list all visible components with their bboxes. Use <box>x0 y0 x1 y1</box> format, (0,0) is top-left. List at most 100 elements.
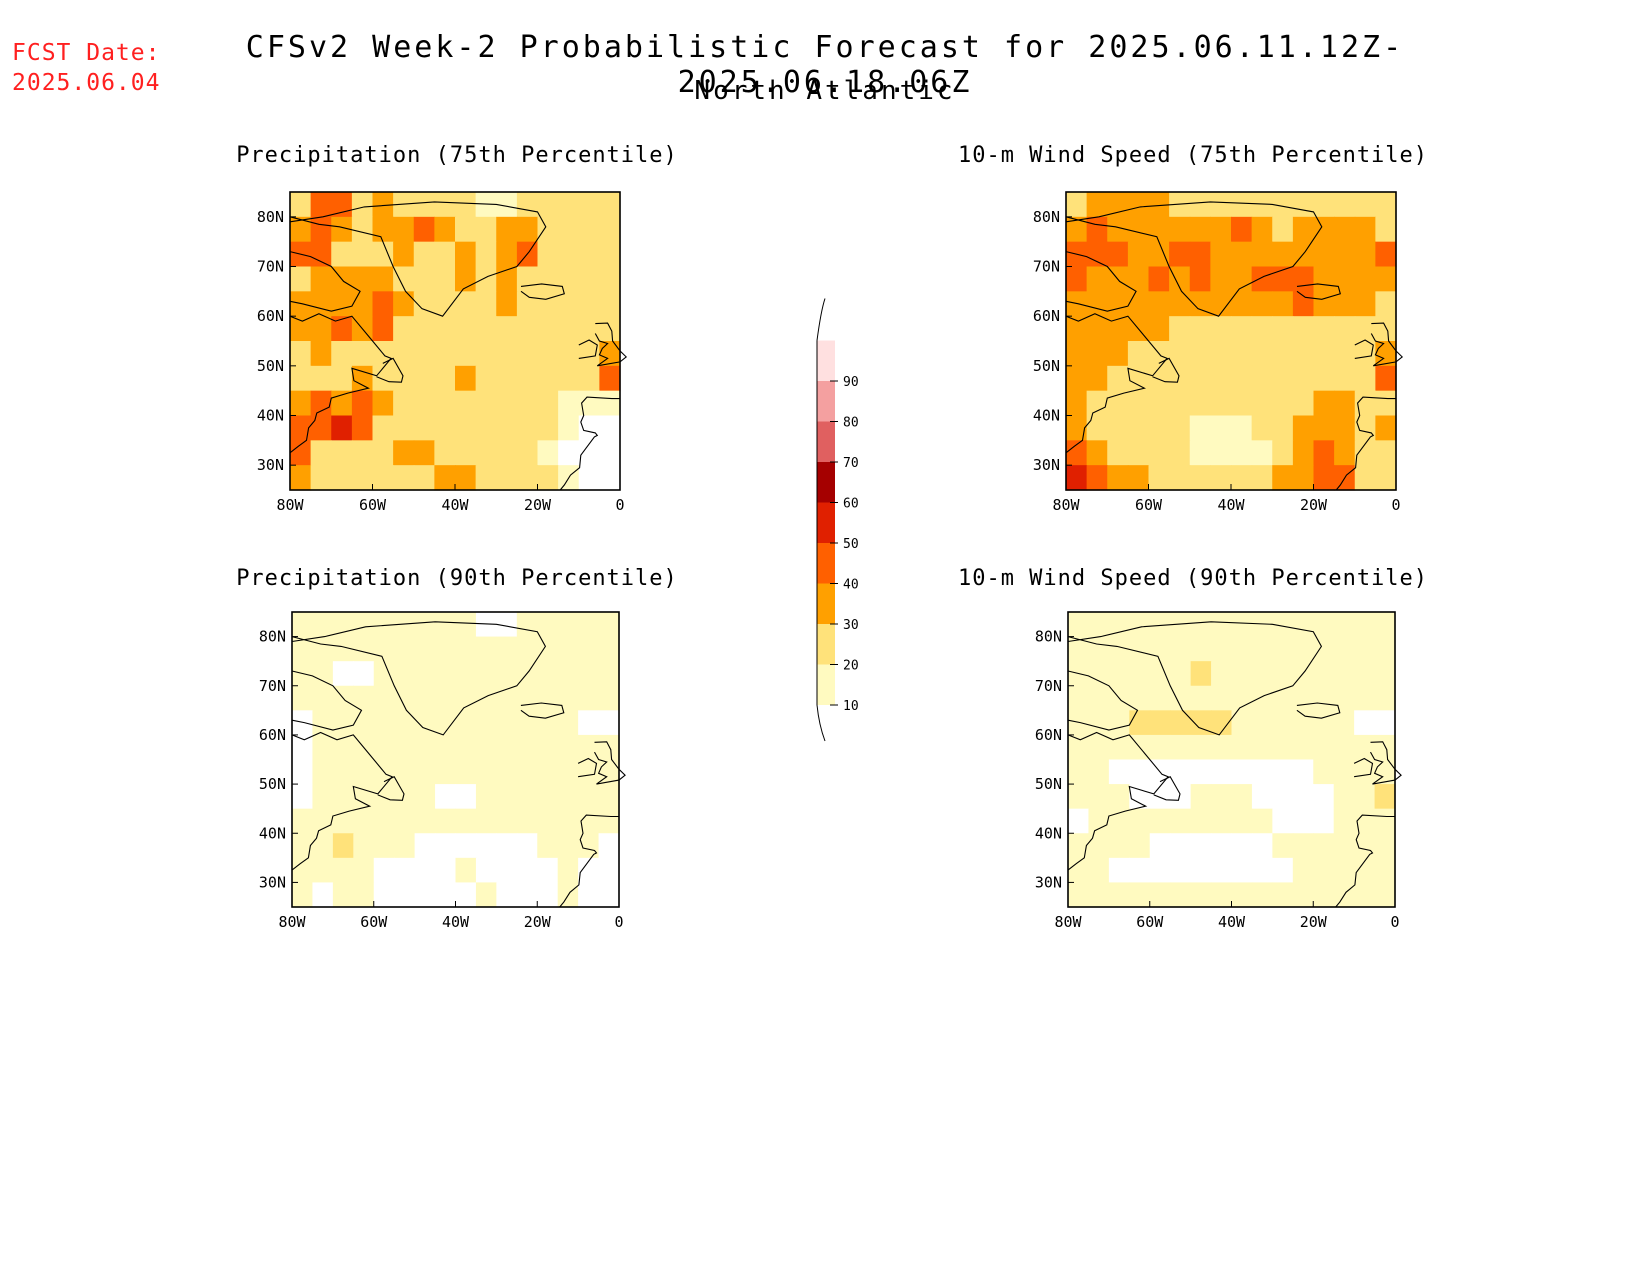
precip75-cell <box>351 415 374 441</box>
precip90-cell <box>598 857 620 884</box>
wind90-cell <box>1190 685 1212 711</box>
wind90-cell <box>1231 636 1253 662</box>
precip90-cell <box>578 710 600 736</box>
wind75-cell <box>1251 241 1273 268</box>
wind75-cell <box>1313 390 1335 417</box>
precip90-cell <box>394 759 416 785</box>
wind90-cell <box>1170 636 1192 662</box>
precip75-coastline <box>289 251 361 312</box>
wind75-cell <box>1086 216 1108 243</box>
wind90-cell <box>1211 734 1233 761</box>
wind75-cell <box>1313 465 1335 491</box>
precip90-lat-label: 30N <box>259 873 286 891</box>
wind90-cell <box>1354 636 1376 662</box>
precip90-cell <box>332 857 354 884</box>
precip75-cell <box>558 291 580 317</box>
precip90-cell <box>332 636 354 662</box>
precip75-cell <box>496 316 518 342</box>
precip75-cell <box>558 266 580 292</box>
wind75-cell <box>1231 241 1253 268</box>
wind75-cell <box>1189 266 1211 292</box>
wind90-cell <box>1170 661 1192 687</box>
wind90-cell <box>1129 882 1151 908</box>
wind75-cell <box>1107 415 1129 441</box>
precip75-cell <box>455 316 477 342</box>
wind90-cell <box>1088 759 1110 785</box>
precip90-cell <box>332 759 354 785</box>
precip75-coastline <box>376 357 404 383</box>
precip75-cell <box>413 465 435 491</box>
precip90-cell <box>414 882 436 908</box>
wind75-cell <box>1375 192 1397 218</box>
wind90-cell <box>1190 661 1212 687</box>
precip90-cell <box>312 882 334 908</box>
wind90-cell <box>1068 759 1090 785</box>
precip90-coastline <box>520 702 565 719</box>
precip75-cell <box>558 341 580 367</box>
wind75-cell <box>1375 440 1397 466</box>
precip75-cell <box>496 241 518 268</box>
wind75-cell <box>1292 266 1315 292</box>
precip90-cell <box>516 857 538 884</box>
precip90-lat-label: 70N <box>259 677 286 695</box>
wind75-lon-label: 80W <box>1052 496 1080 514</box>
precip90-cell <box>557 784 579 810</box>
precip75-cell <box>558 241 580 268</box>
wind75-cell <box>1251 316 1273 342</box>
colorbar-segment <box>817 624 835 665</box>
precip75-cell <box>351 241 374 268</box>
wind90-cell <box>1313 784 1335 810</box>
wind90-cell <box>1149 685 1171 711</box>
precip75-cell <box>290 465 312 491</box>
precip75-cell <box>434 415 456 441</box>
wind75-cell <box>1127 266 1150 292</box>
wind75-cell <box>1354 216 1376 243</box>
panel-title-precip90: Precipitation (90th Percentile) <box>236 566 678 591</box>
wind75-cell <box>1148 390 1170 417</box>
wind90-coastline <box>1067 670 1139 731</box>
precip75-cell <box>475 365 497 392</box>
precip90-cell <box>475 808 497 834</box>
precip75-cell <box>331 415 353 441</box>
precip75-cell <box>599 291 621 317</box>
precip90-cell <box>394 784 416 810</box>
precip75-cell <box>310 241 332 268</box>
wind75-cell <box>1231 192 1253 218</box>
precip75-cell <box>310 465 332 491</box>
precip90-cell <box>455 734 477 761</box>
precip90-cell <box>312 636 334 662</box>
wind75-cell <box>1313 241 1335 268</box>
wind90-lat-label: 50N <box>1035 775 1062 793</box>
precip90-cell <box>455 612 477 638</box>
wind75-cell <box>1189 390 1211 417</box>
precip75-cell <box>372 192 394 218</box>
wind75-cell <box>1066 291 1088 317</box>
wind90-cell <box>1129 612 1151 638</box>
precip75-cell <box>475 266 497 292</box>
precip90-cell <box>373 710 395 736</box>
precip75-cell <box>413 291 435 317</box>
precip90-lat-label: 40N <box>259 824 286 842</box>
wind75-cell <box>1189 465 1211 491</box>
wind90-cell <box>1108 857 1130 884</box>
precip75-lon-label: 20W <box>524 496 552 514</box>
wind75-coastline <box>1065 251 1137 312</box>
precip90-cell <box>373 857 395 884</box>
wind90-cell <box>1374 882 1396 908</box>
precip75-cell <box>516 465 539 491</box>
wind75-cell <box>1169 440 1191 466</box>
wind90-cell <box>1354 784 1376 810</box>
precip90-cell <box>475 784 497 810</box>
colorbar-segment <box>817 583 835 624</box>
precip75-cell <box>537 291 559 317</box>
precip75-cell <box>475 390 497 417</box>
precip75-cell <box>599 266 621 292</box>
precip75-cell <box>393 390 415 417</box>
precip90-cell <box>353 808 375 834</box>
colorbar-segment <box>817 462 835 503</box>
wind75-cell <box>1066 465 1088 491</box>
wind75-cell <box>1210 390 1232 417</box>
wind90-cell <box>1374 808 1396 834</box>
wind90-cell <box>1313 636 1335 662</box>
wind75-cell <box>1375 291 1397 317</box>
